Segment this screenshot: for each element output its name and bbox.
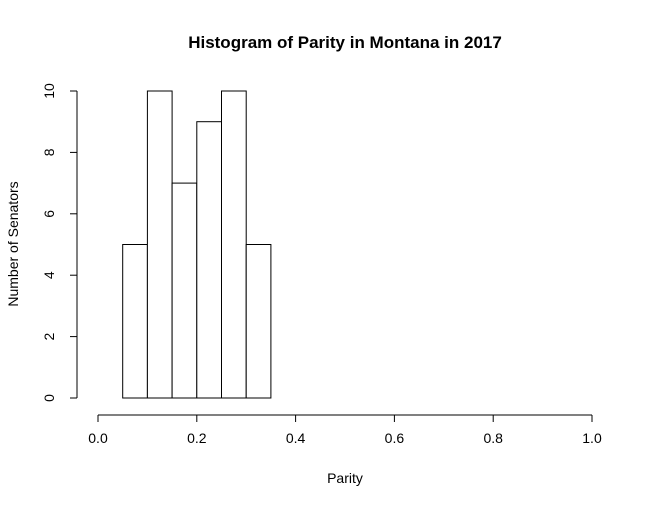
histogram-bar	[122, 244, 148, 399]
x-axis: 0.0 0.2 0.4 0.6 0.8 1.0	[88, 414, 602, 446]
chart-title: Histogram of Parity in Montana in 2017	[188, 33, 502, 52]
x-tick-label: 0.6	[385, 430, 405, 446]
histogram-bar	[196, 121, 223, 399]
histogram-bar	[245, 244, 272, 399]
y-tick-label: 8	[41, 148, 57, 156]
y-axis: 0 2 4 6 8 10	[41, 83, 78, 402]
x-tick-label: 0.2	[187, 430, 207, 446]
x-tick-label: 1.0	[582, 430, 602, 446]
y-tick-label: 2	[41, 332, 57, 340]
x-tick-label: 0.8	[483, 430, 503, 446]
y-tick-label: 4	[41, 271, 57, 279]
x-tick-label: 0.0	[88, 430, 108, 446]
y-tick-label: 10	[41, 83, 57, 99]
histogram-bar	[171, 182, 198, 399]
bars-group	[122, 90, 272, 399]
x-tick-label: 0.4	[286, 430, 306, 446]
y-tick-label: 6	[41, 210, 57, 218]
histogram-bar	[221, 90, 247, 399]
histogram-bar	[146, 90, 173, 399]
y-tick-label: 0	[41, 394, 57, 402]
x-axis-label: Parity	[327, 470, 363, 486]
y-axis-label: Number of Senators	[5, 181, 21, 306]
